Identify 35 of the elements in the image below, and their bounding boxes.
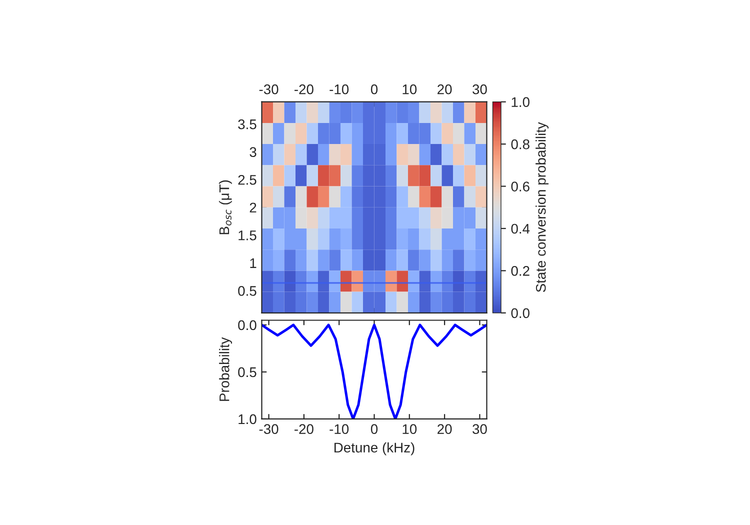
- y-tick-label: 1: [250, 258, 256, 268]
- x-tick-label: 10: [402, 424, 417, 434]
- x-axis-title: Detune (kHz): [334, 442, 414, 456]
- y-tick-label: 2.5: [238, 174, 256, 185]
- color-bar-label: 0.4: [511, 224, 530, 234]
- line-series: [262, 324, 487, 419]
- x-tick-label: -10: [330, 424, 349, 434]
- y-tick-label: 3.5: [238, 119, 256, 130]
- y-tick-label: 1.5: [238, 230, 256, 240]
- x-tick-label: -20: [294, 84, 314, 94]
- x-tick-label: 0: [370, 84, 378, 94]
- y-tick-label: 2: [250, 202, 256, 212]
- color-bar-label: 0.0: [511, 308, 530, 318]
- y-tick-label: 3: [250, 147, 256, 158]
- color-bar-label: 0.8: [511, 139, 530, 150]
- x-tick-label: 30: [472, 84, 487, 94]
- x-tick-label: -30: [259, 84, 278, 94]
- x-tick-label: -10: [330, 84, 349, 94]
- color-bar-title: State conversion probability: [536, 122, 549, 292]
- y-tick-label: 0.5: [238, 367, 256, 378]
- color-bar-label: 1.0: [512, 97, 530, 108]
- y-axis-title: B$_{osc}$ (μT): [218, 180, 232, 234]
- color-bar-label: 0.2: [511, 266, 530, 276]
- color-bar-label: 0.6: [511, 182, 530, 192]
- y-tick-label: 1.0: [238, 414, 256, 424]
- x-tick-label: 0: [370, 424, 378, 434]
- y-axis-title: Probability: [219, 337, 232, 401]
- x-tick-label: 20: [438, 84, 452, 94]
- y-tick-label: 0.5: [238, 286, 256, 296]
- x-tick-label: -30: [259, 424, 278, 434]
- x-tick-label: -20: [294, 424, 314, 434]
- x-tick-label: 20: [438, 424, 452, 434]
- y-tick-label: 0.0: [238, 320, 256, 330]
- x-tick-label: 10: [402, 84, 417, 94]
- x-tick-label: 30: [472, 424, 487, 434]
